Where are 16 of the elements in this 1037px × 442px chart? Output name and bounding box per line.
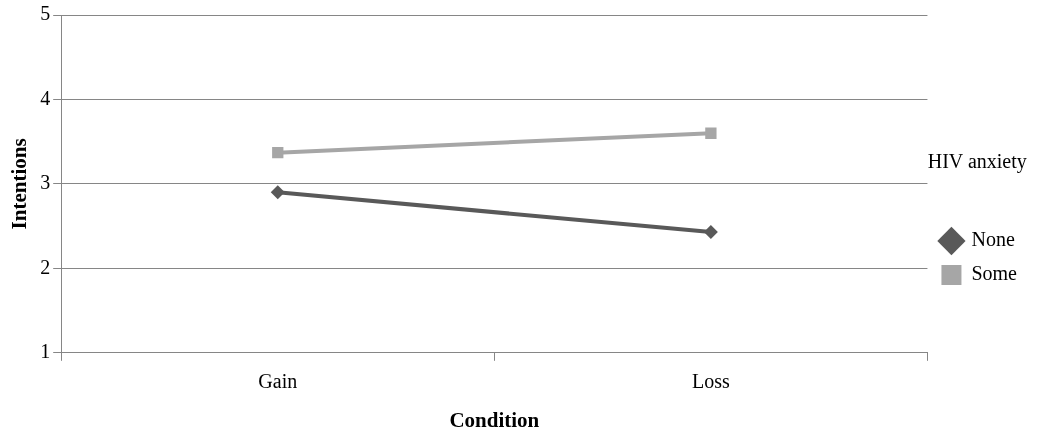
y-axis-title: Intentions	[7, 138, 32, 230]
y-tick-label: 4	[40, 86, 51, 109]
y-tick-label: 1	[40, 340, 51, 363]
y-tick-label: 3	[40, 171, 51, 194]
legend-title: HIV anxiety	[927, 150, 1027, 174]
x-axis-title: Condition	[449, 407, 540, 432]
point	[270, 185, 285, 200]
y-tick-label: 5	[40, 2, 51, 25]
y-tick-label: 2	[40, 255, 51, 278]
legend-label: Some	[971, 262, 1018, 285]
point	[705, 127, 717, 139]
point	[703, 225, 718, 240]
point	[272, 147, 284, 159]
x-tick-label: Loss	[691, 370, 730, 393]
x-tick-label: Gain	[258, 370, 298, 393]
legend-label: None	[971, 228, 1015, 251]
